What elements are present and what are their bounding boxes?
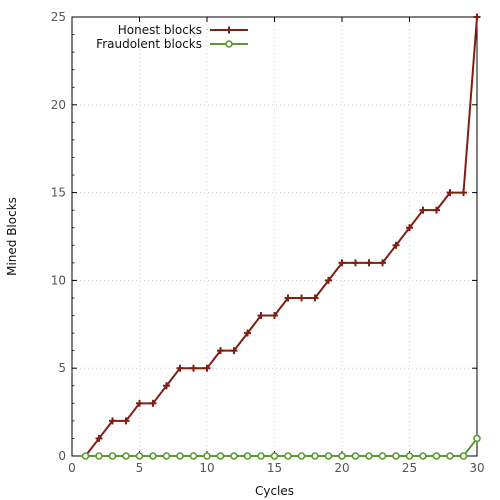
data-point [298, 294, 305, 302]
series-line-2 [85, 437, 478, 457]
data-point [432, 452, 441, 460]
series-layer [81, 13, 481, 460]
data-point [459, 452, 468, 460]
legend-label: Honest blocks [118, 23, 202, 37]
data-point [473, 434, 481, 443]
data-point [203, 452, 211, 460]
y-tick-label: 25 [51, 10, 66, 24]
data-point [433, 206, 440, 214]
x-tick-label: 30 [469, 461, 484, 475]
data-point [284, 452, 292, 460]
x-tick-label: 10 [199, 461, 214, 475]
data-point [284, 294, 292, 302]
axis-ticks: 0 5 10 15 20 25 30 0 5 10 15 20 25 [51, 10, 485, 475]
data-point [460, 189, 467, 197]
data-point [216, 452, 225, 460]
data-point [122, 452, 130, 460]
data-point [365, 452, 373, 460]
data-point [352, 259, 359, 267]
y-tick-label: 20 [51, 98, 66, 112]
data-point [446, 452, 454, 460]
data-point [270, 452, 279, 460]
data-point [95, 452, 103, 460]
x-tick-label: 15 [267, 461, 282, 475]
data-point [109, 417, 116, 425]
data-point [136, 399, 143, 407]
data-point [311, 294, 319, 302]
data-point [108, 452, 117, 460]
data-point [257, 452, 265, 460]
grid [72, 17, 477, 456]
data-point [392, 241, 400, 249]
data-point [230, 452, 238, 460]
data-point [122, 417, 130, 425]
data-point [351, 452, 360, 460]
legend-label: Fraudolent blocks [96, 37, 202, 51]
data-point [243, 452, 252, 460]
data-point [176, 364, 184, 372]
data-point [95, 434, 103, 442]
data-point-legend [225, 40, 233, 48]
data-point [81, 452, 90, 460]
data-point [163, 382, 170, 390]
data-point [149, 452, 157, 460]
data-point [419, 206, 427, 214]
data-point [217, 347, 224, 355]
data-point [379, 259, 386, 267]
x-tick-label: 20 [334, 461, 349, 475]
data-point [324, 452, 333, 460]
x-tick-label: 25 [402, 461, 417, 475]
data-point [311, 452, 319, 460]
data-point [338, 452, 346, 460]
data-point [297, 452, 306, 460]
data-point [244, 329, 251, 337]
data-point [271, 312, 278, 320]
data-point-legend [225, 26, 233, 34]
data-point [405, 452, 414, 460]
data-point [189, 452, 198, 460]
series-line-1 [84, 16, 478, 457]
y-axis-label: Mined Blocks [5, 197, 19, 276]
data-point [176, 452, 184, 460]
data-point [190, 364, 197, 372]
x-tick-label: 0 [68, 461, 76, 475]
data-point [473, 13, 481, 21]
data-point [149, 399, 157, 407]
data-point [162, 452, 171, 460]
y-tick-label: 5 [58, 361, 66, 375]
y-tick-label: 0 [58, 449, 66, 463]
data-point [325, 276, 332, 284]
y-tick-label: 15 [51, 186, 66, 200]
data-point [135, 452, 144, 460]
data-point [365, 259, 373, 267]
data-point [446, 189, 454, 197]
data-point [230, 347, 238, 355]
data-point [419, 452, 427, 460]
x-tick-label: 5 [136, 461, 144, 475]
data-point [257, 312, 265, 320]
data-point [392, 452, 400, 460]
data-point [378, 452, 387, 460]
plot-frame [71, 16, 478, 457]
x-axis-label: Cycles [255, 484, 294, 498]
data-point [203, 364, 211, 372]
y-tick-label: 10 [51, 273, 66, 287]
data-point [406, 224, 413, 232]
data-point [338, 259, 346, 267]
